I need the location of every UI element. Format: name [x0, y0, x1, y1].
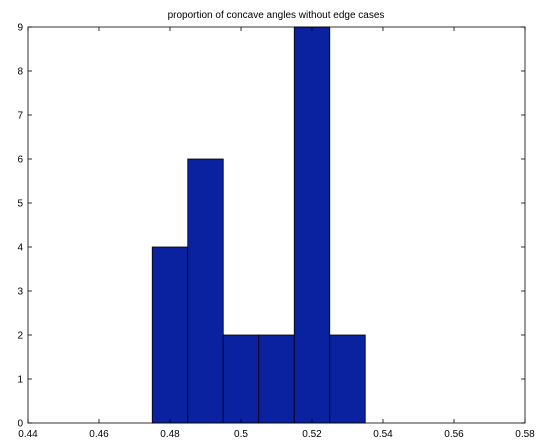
- x-tick-label: 0.46: [89, 429, 109, 440]
- histogram-bar: [329, 334, 366, 424]
- y-tick-label: 1: [17, 375, 23, 386]
- histogram-bar: [293, 26, 331, 424]
- y-tick-label: 0: [17, 419, 23, 430]
- plot-frame: [27, 26, 526, 424]
- y-tick-label: 8: [17, 67, 23, 78]
- histogram-bar: [187, 158, 224, 424]
- y-tick-label: 5: [17, 199, 23, 210]
- x-tick-label: 0.58: [515, 429, 535, 440]
- x-tick-label: 0.44: [18, 429, 38, 440]
- x-tick-label: 0.48: [160, 429, 180, 440]
- bars-layer: [151, 26, 366, 424]
- histogram-bar: [151, 246, 189, 424]
- x-tick-labels: 0.44 0.46 0.48 0.5 0.52 0.54 0.56 0.58: [18, 429, 535, 440]
- ticks-layer: [27, 26, 526, 424]
- histogram-bar: [258, 334, 295, 424]
- y-tick-label: 9: [17, 23, 23, 34]
- y-tick-label: 2: [17, 331, 23, 342]
- y-tick-label: 7: [17, 111, 23, 122]
- x-tick-label: 0.54: [373, 429, 393, 440]
- x-tick-label: 0.52: [302, 429, 322, 440]
- x-tick-label: 0.5: [234, 429, 248, 440]
- chart-title: proportion of concave angles without edg…: [168, 10, 385, 21]
- y-tick-label: 4: [17, 243, 23, 254]
- histogram-bar: [222, 334, 260, 424]
- y-tick-label: 6: [17, 155, 23, 166]
- x-tick-label: 0.56: [444, 429, 464, 440]
- y-tick-labels: 0 1 2 3 4 5 6 7 8 9: [17, 23, 23, 430]
- y-tick-label: 3: [17, 287, 23, 298]
